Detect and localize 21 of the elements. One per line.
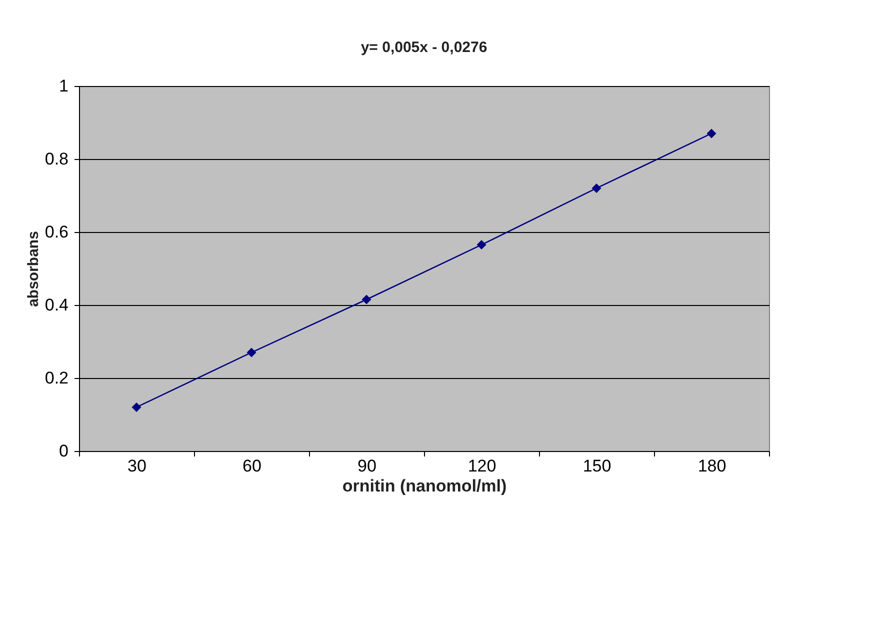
y-tick-label: 0.2 (44, 368, 68, 388)
point (476, 240, 486, 250)
x-tick-label: 120 (468, 456, 496, 476)
chart-title: y= 0,005x - 0,0276 (360, 39, 488, 56)
y-tick-label: 0.8 (44, 150, 68, 168)
point (132, 402, 142, 412)
y-tick-label: 0.4 (44, 296, 68, 314)
y-tick-label: 1 (59, 76, 68, 96)
x-tick-label: 60 (242, 456, 262, 476)
x-axis-title: ornitin (nanomol/ml) (342, 476, 507, 496)
y-tick-label: 0.6 (44, 222, 68, 242)
point (706, 128, 716, 138)
y-axis-title: absorbans (24, 231, 42, 307)
x-tick-label: 150 (582, 456, 612, 476)
x-tick-label: 90 (358, 456, 376, 476)
y-tick-label: 0 (59, 442, 68, 460)
x-tick-label: 180 (698, 456, 726, 476)
point (246, 348, 256, 358)
point (362, 294, 372, 304)
x-tick-label: 30 (128, 456, 146, 476)
point (592, 183, 602, 193)
